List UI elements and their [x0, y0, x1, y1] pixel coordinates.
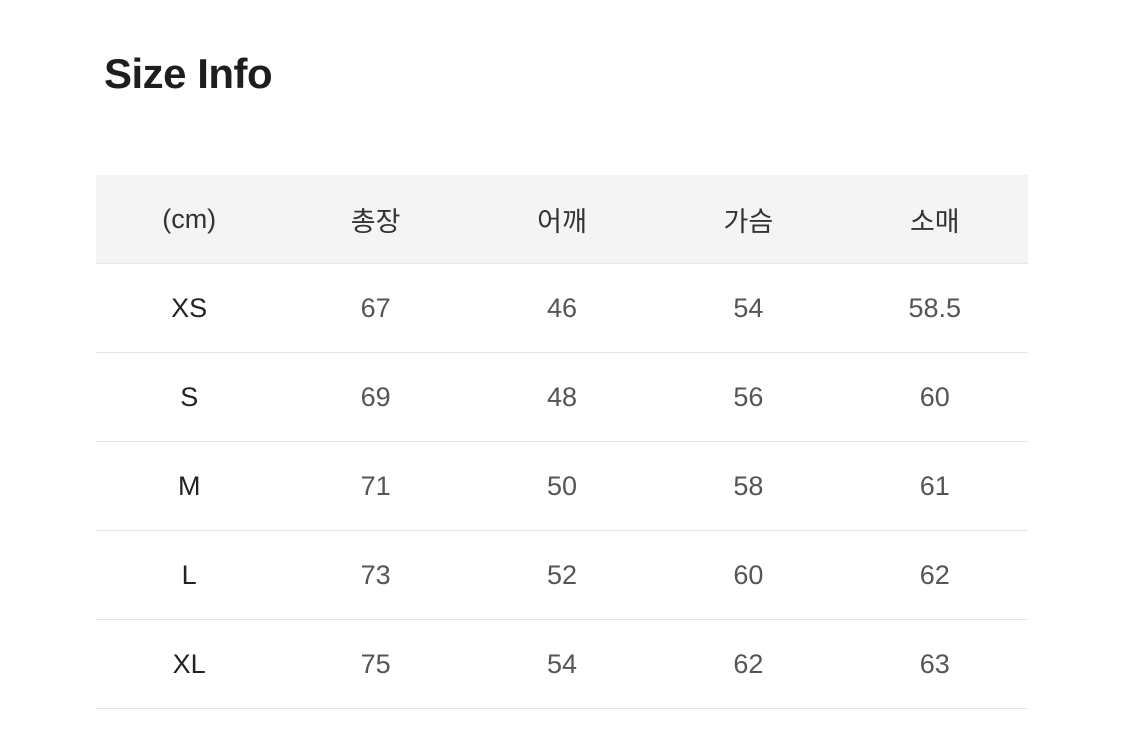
measurement-cell: 61 — [841, 441, 1028, 531]
measurement-cell: 63 — [841, 619, 1028, 709]
size-label: L — [96, 530, 283, 620]
measurement-cell: 54 — [468, 619, 656, 709]
measurement-cell: 48 — [468, 352, 656, 442]
measurement-cell: 58 — [655, 441, 842, 531]
measurement-cell: 69 — [282, 352, 469, 442]
column-header: 어깨 — [468, 175, 656, 264]
measurement-cell: 60 — [655, 530, 842, 620]
page-title: Size Info — [104, 50, 273, 97]
size-table: (cm) 총장 어깨 가슴 소매 XS 67 46 54 58.5 S 69 48 56 60 M 71 50 5… — [96, 175, 1028, 709]
table-row: S 69 48 56 60 — [96, 352, 1028, 442]
measurement-cell: 46 — [468, 263, 656, 353]
measurement-cell: 62 — [655, 619, 842, 709]
column-header: (cm) — [96, 175, 283, 264]
table-header-row: (cm) 총장 어깨 가슴 소매 — [96, 175, 1028, 264]
measurement-cell: 71 — [282, 441, 469, 531]
measurement-cell: 58.5 — [841, 263, 1028, 353]
table-row: M 71 50 58 61 — [96, 441, 1028, 531]
measurement-cell: 75 — [282, 619, 469, 709]
measurement-cell: 60 — [841, 352, 1028, 442]
table-row: XS 67 46 54 58.5 — [96, 263, 1028, 353]
column-header: 소매 — [841, 175, 1028, 264]
measurement-cell: 67 — [282, 263, 469, 353]
column-header: 총장 — [282, 175, 469, 264]
table-row: XL 75 54 62 63 — [96, 619, 1028, 709]
measurement-cell: 54 — [655, 263, 842, 353]
column-header: 가슴 — [655, 175, 842, 264]
measurement-cell: 73 — [282, 530, 469, 620]
size-label: M — [96, 441, 283, 531]
size-label: XL — [96, 619, 283, 709]
table-row: L 73 52 60 62 — [96, 530, 1028, 620]
size-label: S — [96, 352, 283, 442]
measurement-cell: 52 — [468, 530, 656, 620]
measurement-cell: 62 — [841, 530, 1028, 620]
measurement-cell: 50 — [468, 441, 656, 531]
measurement-cell: 56 — [655, 352, 842, 442]
size-label: XS — [96, 263, 283, 353]
